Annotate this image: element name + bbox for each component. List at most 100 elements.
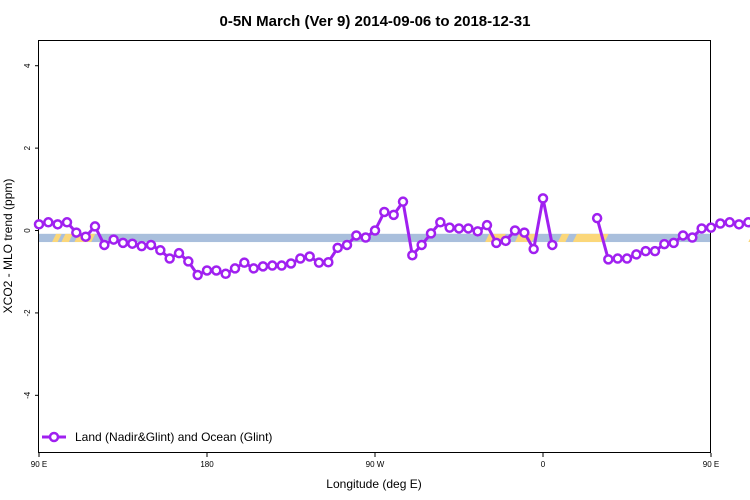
data-point — [164, 253, 175, 264]
x-tick-label: 180 — [200, 460, 214, 469]
data-point — [696, 223, 707, 234]
data-point — [99, 239, 110, 251]
plot-frame — [38, 40, 711, 453]
surface-band — [39, 233, 750, 243]
data-point — [304, 251, 315, 262]
data-point — [80, 231, 91, 242]
data-point — [183, 256, 194, 267]
data-point — [509, 225, 521, 236]
data-point — [220, 268, 231, 280]
x-tick-label: 90 W — [366, 460, 385, 469]
data-point — [500, 235, 511, 247]
y-tick-label: 0 — [23, 228, 32, 233]
data-point — [61, 217, 73, 228]
data-point — [416, 239, 427, 251]
data-point — [612, 253, 623, 264]
data-point — [519, 227, 530, 238]
data-point — [173, 247, 185, 259]
data-point — [705, 222, 717, 233]
data-point — [276, 260, 287, 271]
data-point — [425, 228, 437, 239]
data-point — [341, 239, 353, 251]
data-point — [397, 196, 409, 207]
data-point — [537, 193, 549, 204]
data-point — [463, 223, 474, 234]
data-point — [33, 219, 45, 230]
data-point — [248, 263, 259, 274]
data-point — [687, 232, 698, 243]
data-point — [211, 265, 222, 276]
legend: Land (Nadir&Glint) and Ocean (Glint) — [42, 430, 272, 444]
data-point — [257, 261, 269, 272]
data-point — [71, 227, 82, 238]
data-point — [52, 219, 63, 230]
data-point — [43, 217, 54, 228]
x-axis-label: Longitude (deg E) — [326, 477, 421, 491]
data-point — [444, 222, 455, 233]
data-point — [481, 219, 493, 231]
data-point — [743, 217, 750, 228]
legend-entry-label: Land (Nadir&Glint) and Ocean (Glint) — [75, 430, 272, 444]
x-tick-label: 90 E — [703, 460, 719, 469]
data-point — [677, 230, 689, 241]
data-point — [117, 237, 129, 249]
x-tick-label: 0 — [541, 460, 546, 469]
data-point — [192, 269, 203, 281]
data-point — [668, 237, 679, 249]
data-point — [332, 242, 343, 254]
y-tick-label: 2 — [23, 145, 32, 150]
surface-band-land — [515, 233, 536, 243]
data-point — [136, 240, 147, 252]
data-point — [369, 225, 381, 236]
surface-band-land — [61, 233, 73, 243]
chart-title: 0-5N March (Ver 9) 2014-09-06 to 2018-12… — [219, 13, 530, 30]
data-point — [127, 238, 138, 249]
data-point — [379, 206, 390, 218]
data-point — [388, 209, 399, 221]
data-point — [285, 258, 297, 269]
data-point — [155, 245, 166, 256]
data-point — [472, 226, 483, 237]
data-point — [591, 212, 603, 224]
surface-band-ocean — [39, 233, 711, 243]
x-tick-label: 90 E — [31, 460, 47, 469]
y-tick-label: -4 — [23, 391, 32, 399]
data-point — [547, 239, 558, 251]
data-point — [313, 257, 325, 268]
legend-marker-swatch — [48, 431, 60, 443]
data-point — [733, 219, 745, 230]
surface-band-land — [572, 233, 609, 243]
data-point — [351, 230, 362, 241]
data-point — [108, 234, 119, 245]
data-point — [435, 217, 446, 228]
data-point — [201, 265, 213, 276]
data-point — [239, 257, 250, 268]
data-point — [715, 218, 726, 229]
data-point — [491, 237, 502, 249]
data-point — [323, 256, 334, 268]
data-point — [603, 254, 614, 265]
data-point — [295, 253, 306, 264]
data-point — [640, 245, 651, 257]
data-point — [145, 239, 157, 251]
surface-band-land — [52, 233, 62, 243]
data-point — [621, 253, 633, 264]
y-tick-label: 4 — [23, 63, 32, 68]
series-layer — [33, 193, 750, 281]
surface-band-land — [557, 233, 570, 243]
y-axis-label: XCO2 - MLO trend (ppm) — [1, 179, 15, 314]
data-point — [528, 243, 539, 255]
data-point — [631, 249, 642, 260]
data-point — [229, 263, 241, 274]
data-point — [267, 260, 278, 271]
data-point — [453, 223, 465, 234]
data-point — [89, 221, 101, 232]
data-point — [649, 245, 661, 257]
data-point — [724, 217, 735, 228]
data-point — [659, 238, 670, 250]
data-point — [407, 249, 418, 261]
y-tick-label: -2 — [23, 309, 32, 317]
data-point — [360, 232, 371, 243]
